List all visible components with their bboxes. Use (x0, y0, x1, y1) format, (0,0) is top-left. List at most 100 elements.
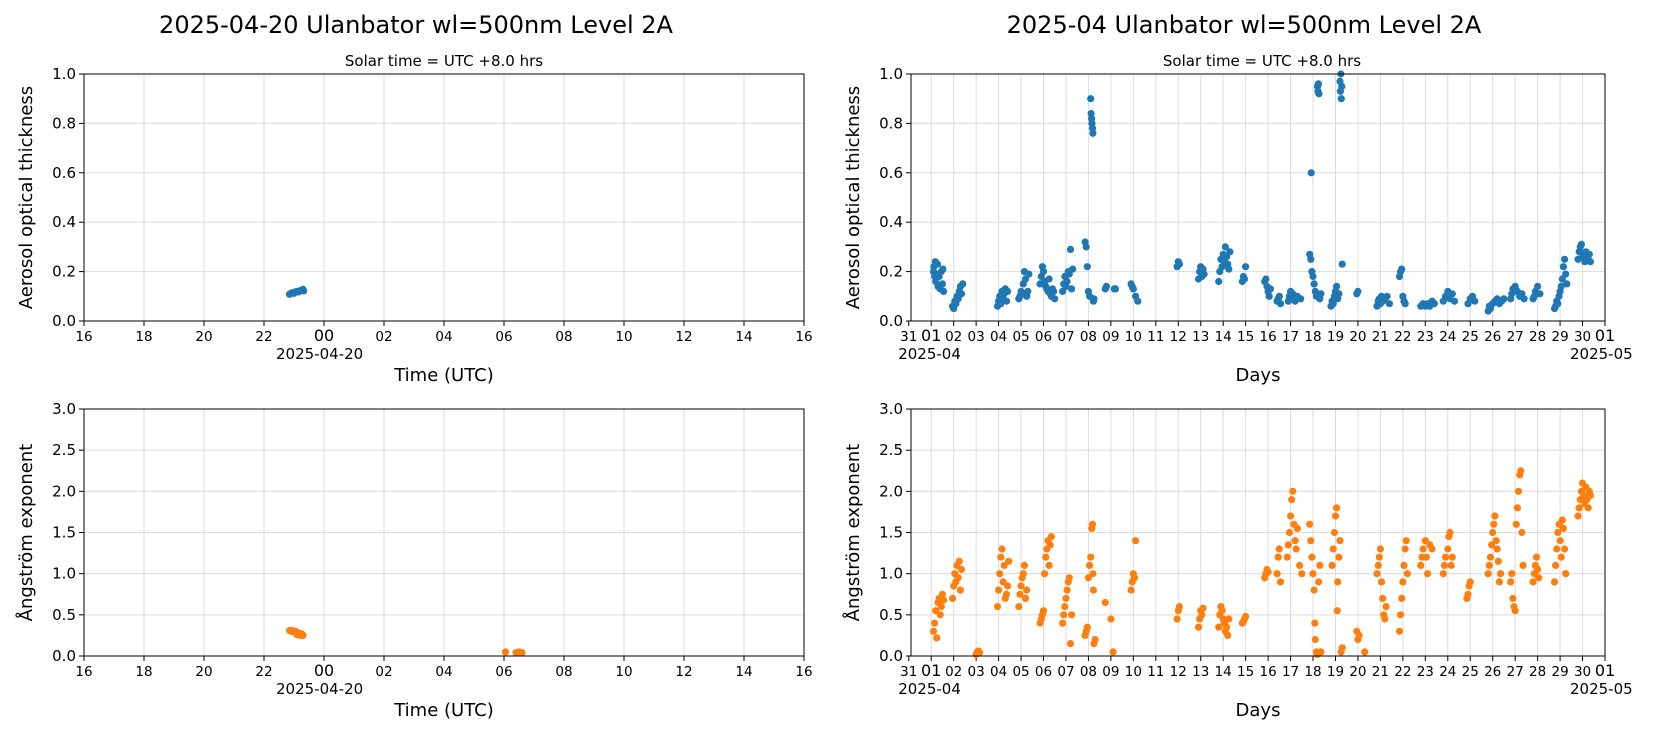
data-point (1262, 275, 1270, 283)
data-point (1021, 594, 1030, 603)
plot-frame (83, 73, 805, 322)
data-point (1554, 528, 1562, 537)
data-point (1221, 243, 1229, 251)
data-point (1017, 582, 1025, 590)
x-tick-label: 14 (1215, 329, 1232, 345)
data-point (1284, 541, 1292, 549)
data-point (936, 611, 944, 619)
x-tick-label: 29 (1551, 664, 1568, 680)
data-point (1511, 607, 1519, 615)
data-point (1309, 570, 1317, 578)
data-point (1041, 570, 1049, 578)
data-point (1484, 570, 1492, 578)
x-tick-label: 18 (135, 329, 152, 345)
data-point (1329, 545, 1337, 553)
x-tick-label: 10 (615, 329, 632, 345)
data-point (1266, 285, 1274, 293)
right-subtitle: Solar time = UTC +8.0 hrs (1163, 52, 1361, 70)
data-point (1175, 260, 1183, 268)
data-point (949, 594, 957, 603)
x-tick-label: 12 (675, 329, 692, 345)
y-tick-label: 0.0 (52, 647, 76, 665)
data-point (1403, 570, 1411, 578)
data-point (1585, 250, 1593, 258)
data-point (1274, 553, 1282, 561)
data-point (1264, 568, 1272, 576)
data-point (1265, 292, 1273, 300)
data-point (1398, 265, 1406, 273)
data-point (1517, 467, 1525, 475)
data-point (1520, 295, 1528, 303)
x-tick-label: 28 (1529, 664, 1546, 680)
x-tick-label: 04 (435, 329, 452, 345)
data-point (1107, 615, 1115, 623)
data-point (1444, 545, 1452, 553)
data-point (1223, 623, 1231, 631)
x-tick-label: 02 (945, 664, 962, 680)
data-point (1101, 598, 1109, 607)
x-tick-label: 16 (795, 329, 812, 345)
data-point (1532, 553, 1541, 561)
data-point (1397, 611, 1405, 619)
data-point (1450, 297, 1459, 305)
data-point (1051, 295, 1059, 303)
data-point (1015, 603, 1023, 611)
data-point (1488, 541, 1496, 549)
x-tick-label: 08 (555, 664, 572, 680)
data-point (975, 649, 984, 657)
x-tick-label: 04 (435, 664, 452, 680)
data-point (1428, 545, 1436, 553)
data-point (1535, 574, 1543, 582)
data-point (1374, 561, 1382, 570)
data-point (1200, 270, 1208, 278)
x-tick-label: 03 (968, 329, 985, 345)
x-date-label-left: 2025-04 (898, 680, 961, 698)
data-point (1485, 561, 1493, 570)
data-point (1536, 290, 1544, 298)
data-point (1399, 578, 1407, 586)
data-point (1276, 300, 1285, 308)
data-point (1086, 561, 1094, 570)
data-point (1242, 612, 1250, 621)
data-point (1297, 295, 1305, 303)
data-point (959, 280, 967, 288)
x-tick-label: 06 (495, 664, 512, 680)
data-point (1508, 570, 1516, 578)
y-tick-label: 0.6 (52, 164, 76, 182)
data-point (1509, 594, 1517, 603)
data-point (1275, 292, 1283, 300)
data-point (1424, 570, 1432, 578)
data-point (1194, 623, 1203, 631)
data-point (1331, 512, 1340, 520)
x-tick-label: 15 (1237, 664, 1254, 680)
data-point (1199, 604, 1207, 612)
x-tick-label: 08 (555, 329, 572, 345)
data-point (1047, 533, 1055, 541)
data-point (1330, 528, 1338, 537)
data-point (1225, 615, 1233, 623)
data-point (938, 590, 947, 598)
x-tick-label: 24 (1439, 329, 1456, 345)
data-point (1061, 603, 1069, 611)
x-tick-label: 18 (135, 664, 152, 680)
data-point (1020, 561, 1028, 570)
x-tick-label: 15 (1237, 329, 1254, 345)
x-tick-label: 05 (1012, 329, 1029, 345)
y-tick-label: 0.6 (879, 164, 903, 182)
data-point (1240, 275, 1249, 283)
data-point (957, 290, 966, 298)
y-tick-label: 2.5 (879, 441, 903, 459)
data-point (1441, 553, 1450, 561)
x-tick-label: 14 (735, 664, 752, 680)
data-points (285, 285, 308, 298)
data-point (1402, 537, 1410, 545)
data-point (1288, 496, 1296, 504)
data-point (1024, 287, 1032, 295)
data-point (1111, 285, 1119, 293)
data-point (1224, 631, 1232, 640)
data-point (1273, 570, 1281, 578)
data-point (1447, 561, 1455, 570)
data-point (1016, 590, 1024, 598)
data-point (1400, 561, 1408, 570)
